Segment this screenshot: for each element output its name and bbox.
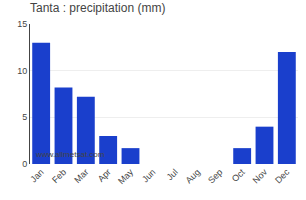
svg-text:5: 5 bbox=[22, 112, 27, 122]
svg-text:0: 0 bbox=[22, 159, 27, 169]
svg-text:Tanta : precipitation (mm): Tanta : precipitation (mm) bbox=[30, 1, 165, 15]
svg-text:Jul: Jul bbox=[165, 167, 180, 182]
svg-text:Dec: Dec bbox=[273, 167, 292, 186]
svg-text:Aug: Aug bbox=[184, 167, 202, 185]
svg-text:May: May bbox=[116, 167, 135, 186]
svg-text:Jun: Jun bbox=[140, 167, 157, 184]
svg-text:Oct: Oct bbox=[230, 167, 247, 184]
svg-text:Jan: Jan bbox=[28, 167, 45, 184]
svg-text:www.allmetsat.com: www.allmetsat.com bbox=[35, 150, 105, 159]
svg-text:Feb: Feb bbox=[50, 167, 68, 185]
svg-text:Sep: Sep bbox=[206, 167, 224, 185]
svg-text:Apr: Apr bbox=[96, 167, 113, 184]
svg-text:10: 10 bbox=[17, 66, 27, 76]
svg-text:Nov: Nov bbox=[251, 167, 270, 186]
svg-text:15: 15 bbox=[17, 19, 27, 29]
svg-text:Mar: Mar bbox=[72, 167, 90, 185]
